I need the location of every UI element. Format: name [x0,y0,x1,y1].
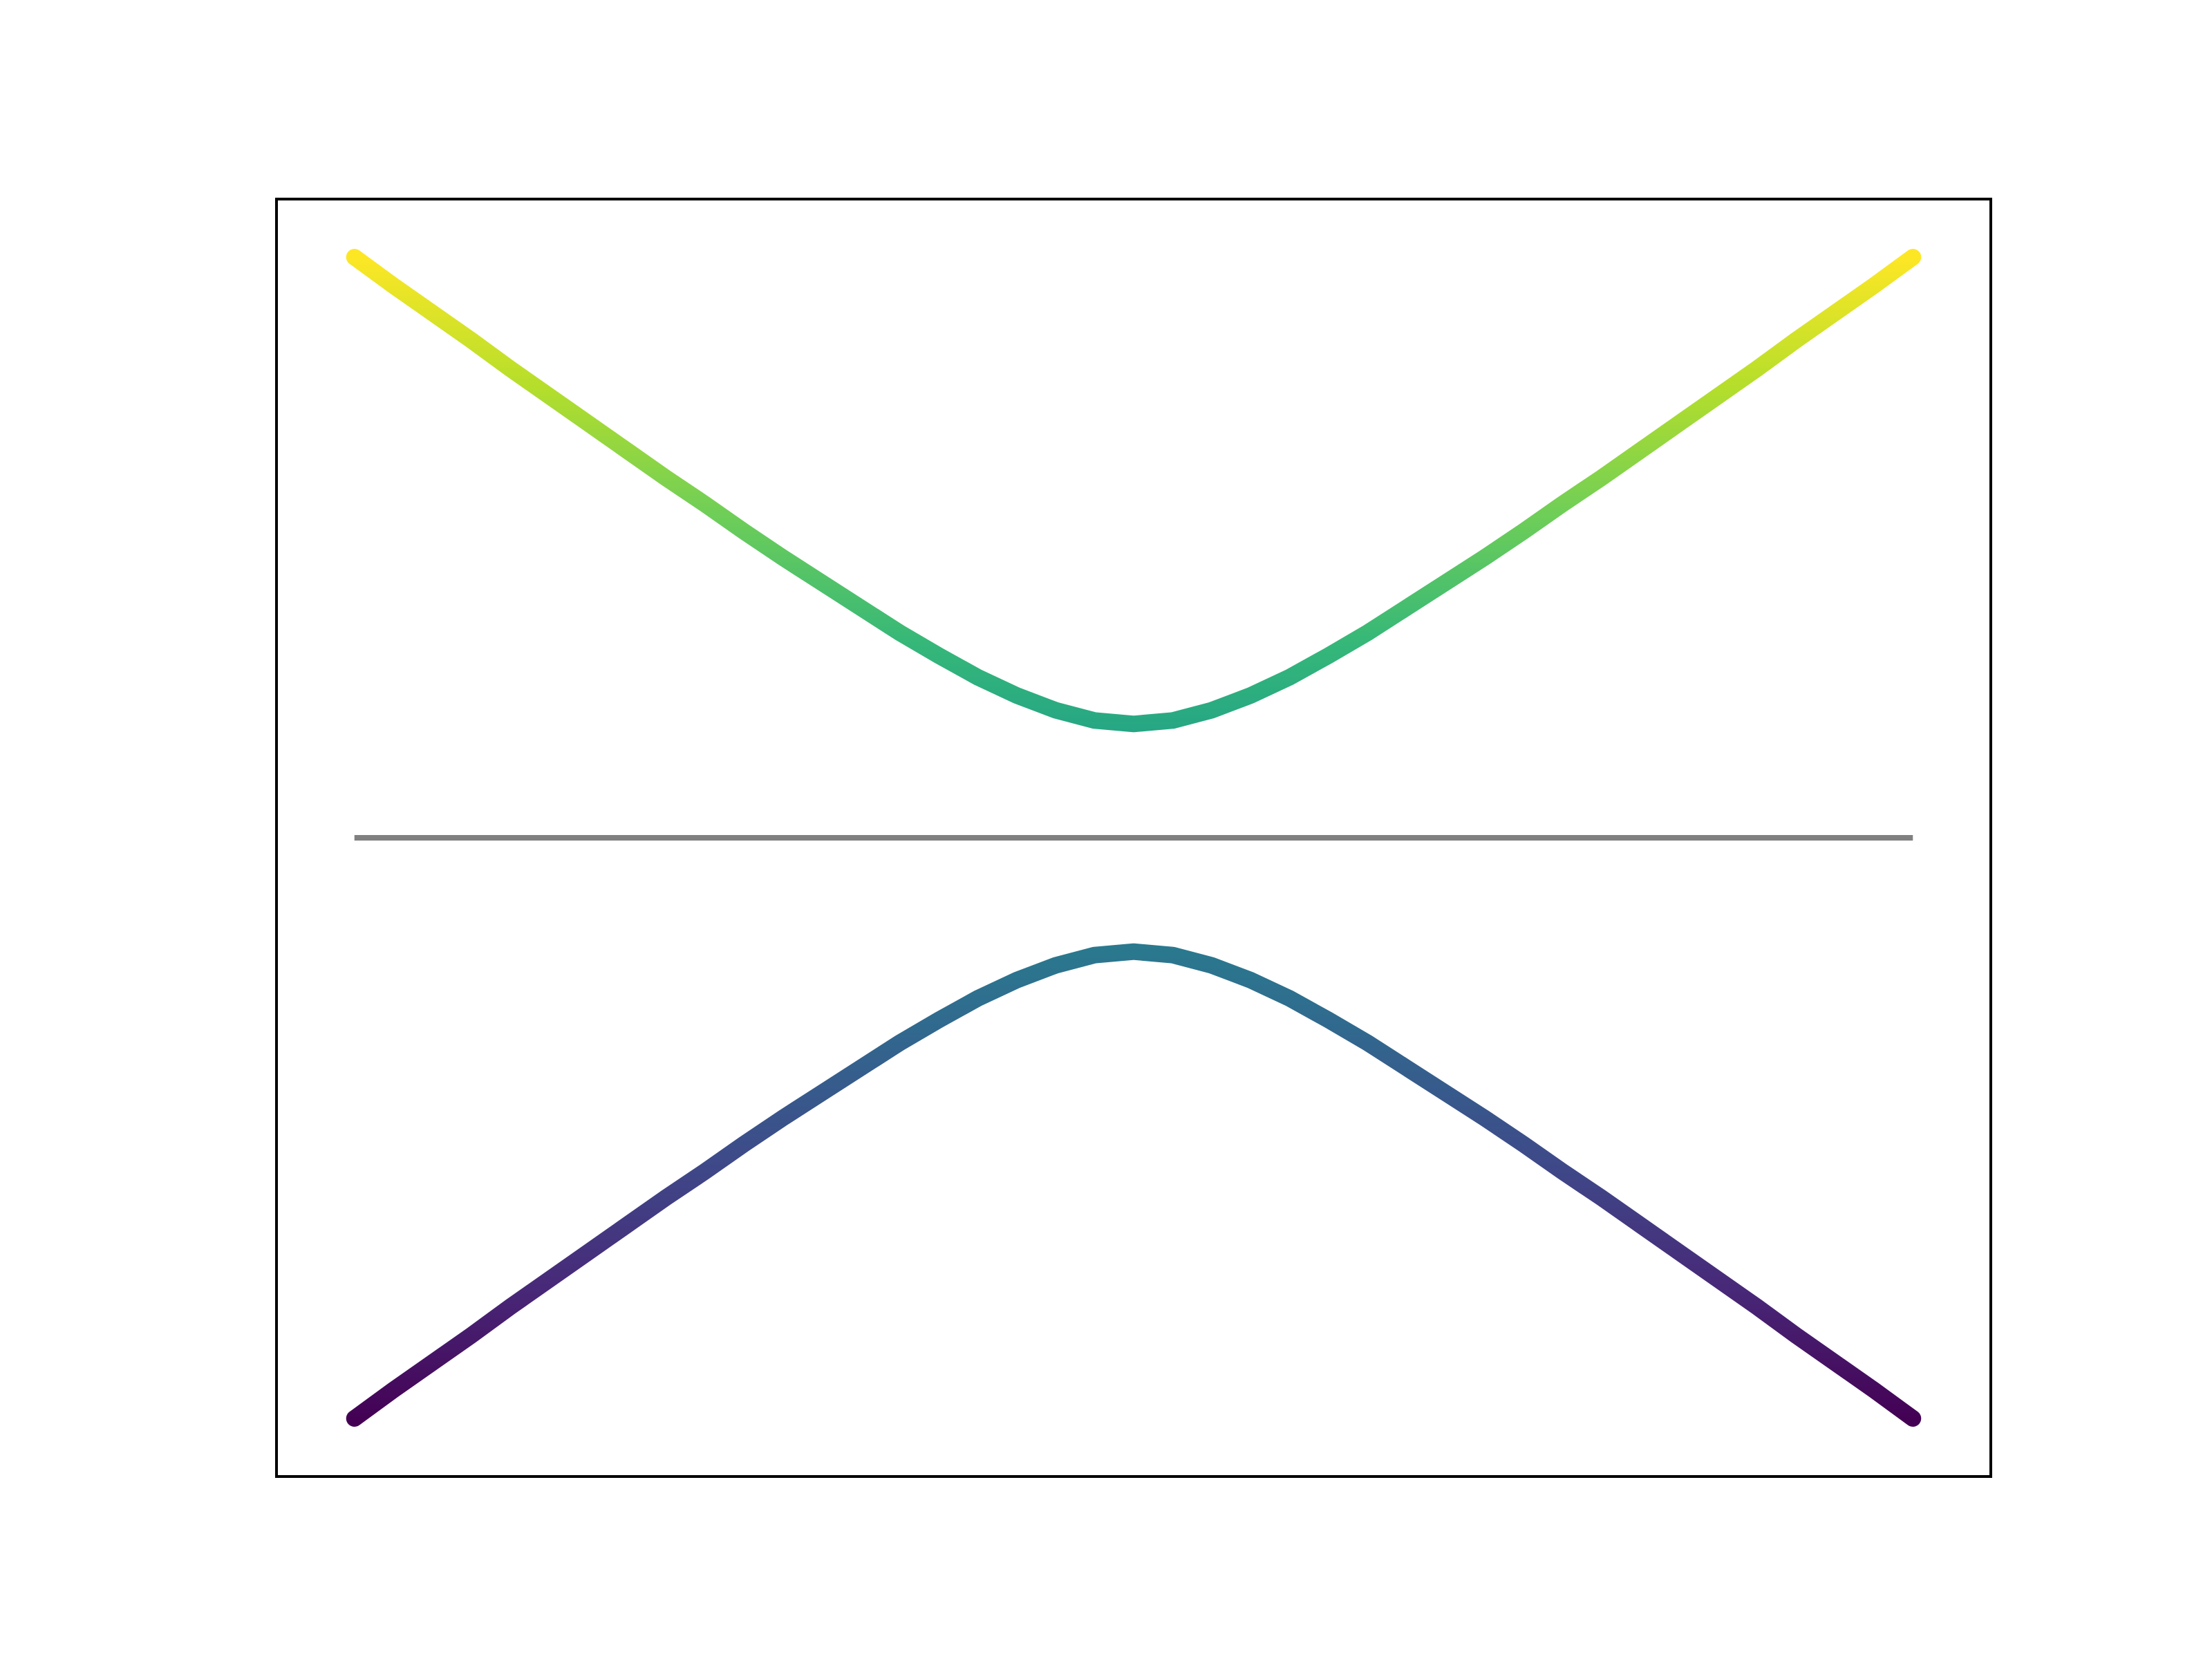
curve [346,943,1922,1427]
plot-frame [275,198,1992,1478]
curve [346,249,1922,733]
